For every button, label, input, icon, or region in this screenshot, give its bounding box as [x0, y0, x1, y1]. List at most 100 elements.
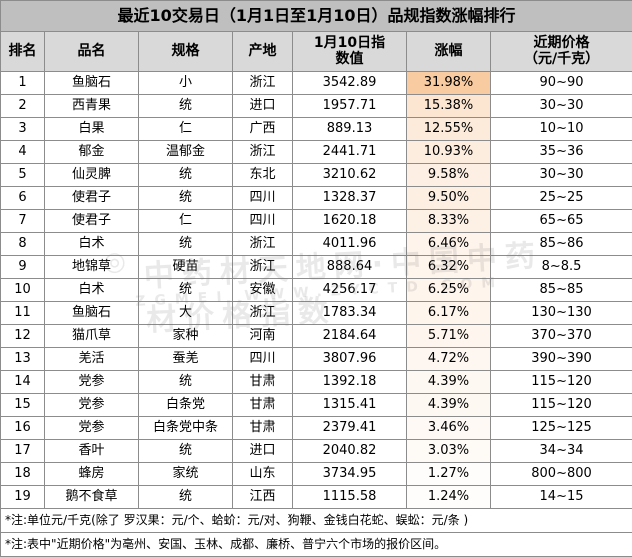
spec-cell: 仁	[139, 210, 233, 233]
spec-cell: 蚕羌	[139, 348, 233, 371]
index-cell: 888.64	[293, 256, 407, 279]
spec-cell: 家种	[139, 325, 233, 348]
rank-cell: 13	[1, 348, 45, 371]
header-price: 近期价格 （元/千克）	[491, 32, 632, 72]
spec-cell: 温郁金	[139, 141, 233, 164]
price-cell: 125~125	[491, 417, 632, 440]
origin-cell: 浙江	[233, 72, 293, 95]
header-change: 涨幅	[407, 32, 491, 72]
spec-cell: 仁	[139, 118, 233, 141]
price-cell: 115~120	[491, 371, 632, 394]
spec-cell: 统	[139, 486, 233, 509]
name-cell: 仙灵脾	[45, 164, 139, 187]
header-rank: 排名	[1, 32, 45, 72]
header-origin: 产地	[233, 32, 293, 72]
origin-cell: 甘肃	[233, 394, 293, 417]
change-cell: 1.24%	[407, 486, 491, 509]
rank-cell: 18	[1, 463, 45, 486]
price-cell: 30~30	[491, 164, 632, 187]
origin-cell: 四川	[233, 348, 293, 371]
name-cell: 鱼脑石	[45, 72, 139, 95]
price-cell: 370~370	[491, 325, 632, 348]
rank-cell: 14	[1, 371, 45, 394]
origin-cell: 四川	[233, 187, 293, 210]
spec-cell: 大	[139, 302, 233, 325]
index-cell: 1957.71	[293, 95, 407, 118]
name-cell: 使君子	[45, 210, 139, 233]
price-cell: 35~36	[491, 141, 632, 164]
rank-cell: 12	[1, 325, 45, 348]
origin-cell: 甘肃	[233, 417, 293, 440]
change-cell: 1.27%	[407, 463, 491, 486]
change-cell: 3.03%	[407, 440, 491, 463]
index-cell: 1315.41	[293, 394, 407, 417]
header-price-line2: （元/千克）	[491, 52, 632, 67]
header-row: 排名 品名 规格 产地 1月10日指 数值 涨幅 近期价格 （元/千克）	[1, 32, 632, 72]
origin-cell: 进口	[233, 440, 293, 463]
spec-cell: 硬苗	[139, 256, 233, 279]
price-cell: 85~85	[491, 279, 632, 302]
spec-cell: 统	[139, 371, 233, 394]
name-cell: 鹅不食草	[45, 486, 139, 509]
rank-cell: 4	[1, 141, 45, 164]
name-cell: 白术	[45, 279, 139, 302]
rank-cell: 19	[1, 486, 45, 509]
change-cell: 8.33%	[407, 210, 491, 233]
index-cell: 1620.18	[293, 210, 407, 233]
header-index: 1月10日指 数值	[293, 32, 407, 72]
rank-cell: 8	[1, 233, 45, 256]
index-cell: 4256.17	[293, 279, 407, 302]
rank-cell: 11	[1, 302, 45, 325]
ranking-sheet: 最近10交易日（1月1日至1月10日）品规指数涨幅排行 排名 品名 规格 产地 …	[0, 0, 632, 529]
origin-cell: 安徽	[233, 279, 293, 302]
spec-cell: 统	[139, 95, 233, 118]
index-cell: 1328.37	[293, 187, 407, 210]
price-cell: 390~390	[491, 348, 632, 371]
price-cell: 90~90	[491, 72, 632, 95]
change-cell: 6.32%	[407, 256, 491, 279]
index-cell: 3734.95	[293, 463, 407, 486]
rank-cell: 16	[1, 417, 45, 440]
spec-cell: 统	[139, 279, 233, 302]
name-cell: 猫爪草	[45, 325, 139, 348]
index-cell: 2379.41	[293, 417, 407, 440]
origin-cell: 江西	[233, 486, 293, 509]
name-cell: 鱼脑石	[45, 302, 139, 325]
note-row: *注:表中"近期价格"为亳州、安国、玉林、成都、廉桥、普宁六个市场的报价区间。	[1, 533, 632, 557]
rank-cell: 5	[1, 164, 45, 187]
index-cell: 3542.89	[293, 72, 407, 95]
name-cell: 党参	[45, 394, 139, 417]
footnote: *注:表中"近期价格"为亳州、安国、玉林、成都、廉桥、普宁六个市场的报价区间。	[1, 533, 632, 557]
name-cell: 党参	[45, 417, 139, 440]
origin-cell: 山东	[233, 463, 293, 486]
name-cell: 白果	[45, 118, 139, 141]
price-cell: 14~15	[491, 486, 632, 509]
index-cell: 1115.58	[293, 486, 407, 509]
index-cell: 889.13	[293, 118, 407, 141]
origin-cell: 浙江	[233, 141, 293, 164]
index-cell: 2441.71	[293, 141, 407, 164]
origin-cell: 四川	[233, 210, 293, 233]
price-cell: 8~8.5	[491, 256, 632, 279]
index-cell: 2184.64	[293, 325, 407, 348]
origin-cell: 东北	[233, 164, 293, 187]
change-cell: 15.38%	[407, 95, 491, 118]
header-name: 品名	[45, 32, 139, 72]
rank-cell: 2	[1, 95, 45, 118]
index-cell: 2040.82	[293, 440, 407, 463]
name-cell: 西青果	[45, 95, 139, 118]
spec-cell: 小	[139, 72, 233, 95]
rank-cell: 7	[1, 210, 45, 233]
